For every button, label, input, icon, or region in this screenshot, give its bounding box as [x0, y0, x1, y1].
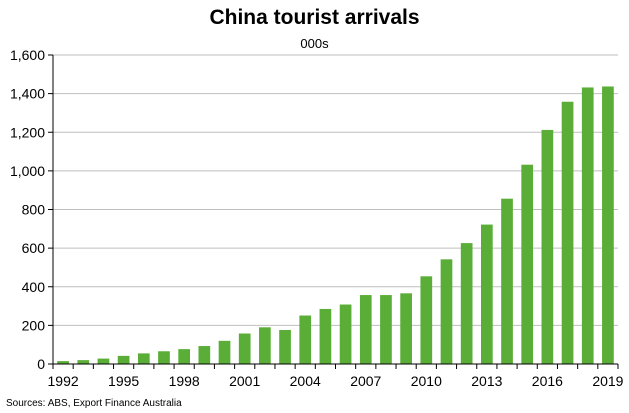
chart-subtitle: 000s: [300, 36, 329, 51]
x-tick-label: 2013: [471, 373, 502, 389]
bar-2011: [440, 259, 453, 364]
y-tick-label: 1,600: [10, 47, 45, 63]
bar-1998: [178, 349, 191, 364]
bar-1993: [77, 360, 90, 364]
y-tick-label: 800: [22, 202, 46, 218]
x-tick-label: 2019: [592, 373, 623, 389]
bar-2006: [339, 304, 352, 364]
bar-1996: [137, 353, 150, 364]
bar-2003: [279, 330, 291, 364]
bar-1997: [158, 351, 170, 364]
x-tick-labels: 1992 1995 1998 2001 2004 2007 2010 2013 2016 2019: [48, 373, 624, 389]
x-tick-label: 1998: [169, 373, 200, 389]
x-tick-label: 2016: [532, 373, 563, 389]
x-tick-label: 1995: [108, 373, 139, 389]
bars: [57, 86, 614, 365]
bar-2014: [501, 198, 513, 364]
axes: [48, 54, 619, 369]
chart-title: China tourist arrivals: [209, 6, 420, 29]
y-tick-label: 1,400: [10, 86, 45, 102]
bar-2002: [259, 327, 271, 364]
bar-2018: [581, 87, 594, 364]
x-tick-label: 1992: [48, 373, 79, 389]
y-tick-label: 400: [22, 279, 46, 295]
bar-2001: [238, 333, 251, 364]
bar-2007: [359, 295, 372, 364]
bar-1994: [97, 358, 110, 364]
bar-2013: [480, 224, 493, 364]
bar-2005: [319, 308, 332, 364]
x-tick-label: 2007: [350, 373, 381, 389]
bar-2009: [400, 293, 412, 364]
source-note: Sources: ABS, Export Finance Australia: [6, 398, 182, 409]
gridlines: [53, 54, 618, 326]
y-tick-label: 0: [37, 356, 45, 372]
x-tick-label: 2001: [229, 373, 260, 389]
y-tick-label: 1,000: [10, 163, 45, 179]
bar-2017: [561, 101, 574, 364]
x-tick-label: 2010: [411, 373, 442, 389]
bar-2012: [460, 243, 473, 364]
bar-2000: [218, 340, 231, 364]
bar-2008: [380, 295, 392, 364]
bar-2016: [541, 129, 554, 364]
y-tick-label: 1,200: [10, 124, 45, 140]
x-tick-label: 2004: [290, 373, 321, 389]
bar-2019: [602, 86, 614, 365]
bar-2010: [420, 276, 433, 364]
y-tick-labels: 0 200 400 600 800 1,000 1,200 1,400 1,600: [10, 47, 45, 372]
bar-2015: [521, 164, 534, 364]
y-tick-label: 600: [22, 240, 46, 256]
bar-1992: [57, 361, 69, 364]
y-tick-label: 200: [22, 317, 46, 333]
bar-2004: [299, 315, 312, 364]
bar-1999: [198, 346, 211, 364]
bar-1995: [117, 355, 130, 364]
